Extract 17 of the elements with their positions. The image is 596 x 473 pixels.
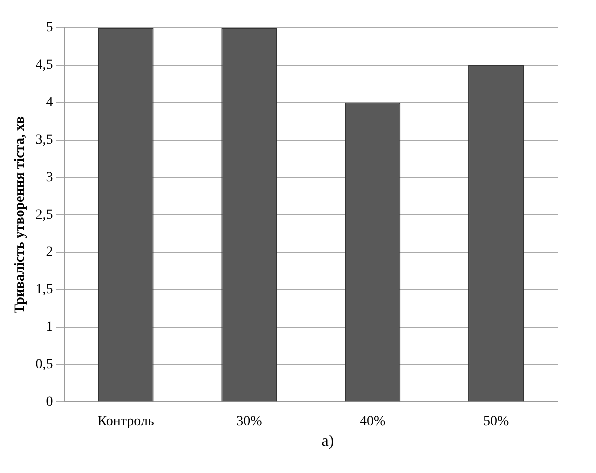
y-tick-label: 5 (46, 20, 54, 36)
x-tick-label: 30% (236, 414, 263, 430)
text: а) (320, 433, 336, 451)
x-tick-label: 50% (483, 414, 510, 430)
y-tick-label: 4 (46, 96, 54, 111)
y-tick-label: 3,5 (36, 132, 54, 148)
y-tick-label: 0,5 (36, 357, 54, 372)
x-tick-label: Контроль (98, 414, 154, 430)
y-tick-label: 4,5 (36, 58, 54, 74)
y-tick-label: 0 (46, 394, 54, 410)
y-tick-label: 3 (46, 170, 54, 186)
y-axis-title: Тривалість утворення тіста, хв (13, 116, 28, 314)
y-tick-label: 2 (46, 245, 54, 260)
y-tick-label: 1,5 (36, 282, 54, 298)
y-tick-label: 2,5 (36, 208, 54, 223)
x-tick-label: 40% (360, 414, 386, 430)
y-tick-label: 1 (46, 320, 54, 336)
